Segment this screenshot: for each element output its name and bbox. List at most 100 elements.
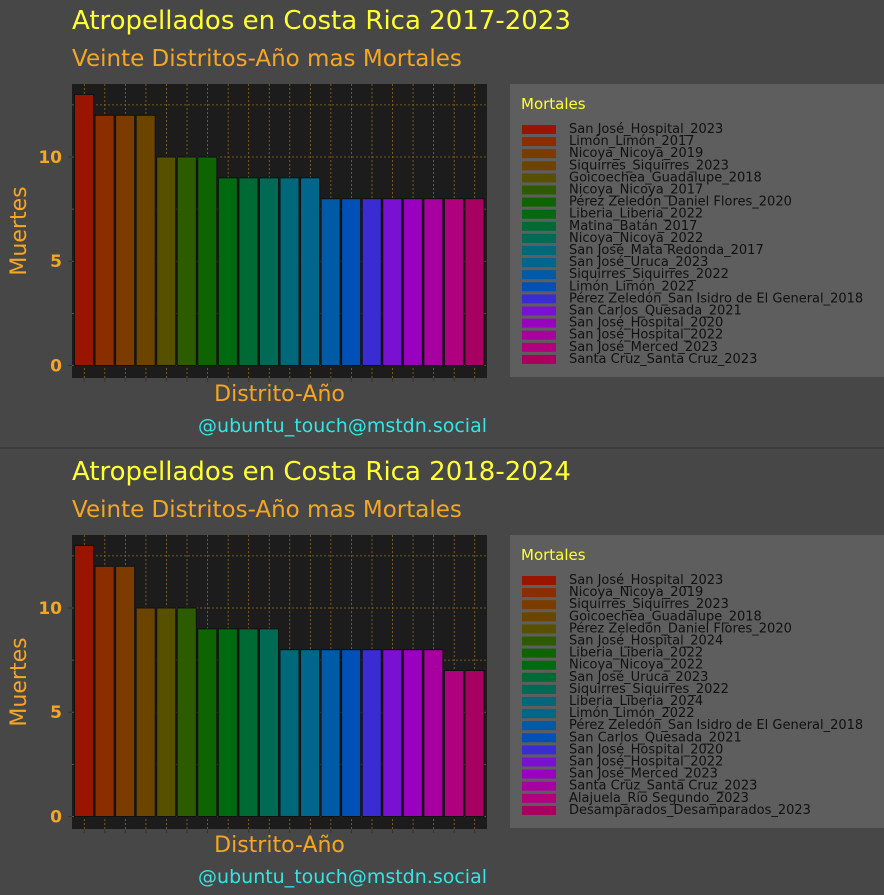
legend-label: Liberia_Liberia_2022 bbox=[569, 646, 703, 661]
legend-label: San José_Hospital_2024 bbox=[569, 634, 723, 649]
bar[interactable]: Matina_Batán_2017: 9 bbox=[238, 177, 259, 366]
bar[interactable]: San José_Uruca_2023: 9 bbox=[300, 177, 321, 366]
legend-swatch bbox=[522, 721, 556, 731]
legend-swatch bbox=[522, 793, 556, 803]
bar[interactable]: San José_Hospital_2020: 8 bbox=[361, 649, 382, 817]
bar[interactable]: San José_Uruca_2023: 9 bbox=[238, 628, 259, 817]
bars: San José_Hospital_2023: 13Nicoya_Nicoya_… bbox=[74, 544, 485, 817]
legend-label: San José_Hospital_2022 bbox=[569, 328, 723, 343]
bar[interactable]: Nicoya_Nicoya_2022: 9 bbox=[217, 628, 238, 817]
bar[interactable]: San José_Hospital_2024: 10 bbox=[176, 607, 197, 817]
legend-swatch bbox=[522, 354, 556, 364]
bar[interactable]: San José_Merced_2023: 8 bbox=[443, 198, 464, 366]
chart-title: Atropellados en Costa Rica 2018-2024 bbox=[72, 457, 571, 487]
legend-label: San Carlos_Quesada_2021 bbox=[569, 304, 742, 319]
bar[interactable]: Pérez Zeledón_Daniel Flores_2020: 10 bbox=[197, 156, 218, 366]
bar[interactable]: Pérez Zeledón_San Isidro de El General_2… bbox=[361, 198, 382, 366]
credit-link[interactable]: @ubuntu_touch@mstdn.social bbox=[198, 866, 487, 888]
legend: San José_Hospital_2023Nicoya_Nicoya_2019… bbox=[522, 573, 863, 818]
legend-label: Liberia_Liberia_2024 bbox=[569, 694, 703, 709]
legend-swatch bbox=[522, 672, 556, 682]
legend-label: Nicoya_Nicoya_2022 bbox=[569, 231, 703, 246]
chart-panel-1: Atropellados en Costa Rica 2017-2023 Vei… bbox=[0, 0, 884, 447]
bar[interactable]: San José_Hospital_2020: 8 bbox=[402, 198, 423, 366]
legend-label: Limón_Limón_2022 bbox=[569, 279, 695, 294]
legend-box bbox=[510, 535, 884, 828]
legend-swatch bbox=[522, 636, 556, 646]
bar[interactable]: Siquirres_Siquirres_2022: 8 bbox=[320, 198, 341, 366]
bar[interactable]: San José_Merced_2023: 8 bbox=[402, 649, 423, 817]
legend-label: Pérez Zeledón_San Isidro de El General_2… bbox=[569, 718, 863, 733]
bar[interactable]: Siquirres_Siquirres_2023: 12 bbox=[135, 114, 156, 366]
y-axis: 0 5 10 bbox=[38, 599, 72, 827]
legend-swatch bbox=[522, 149, 556, 159]
bar[interactable]: Santa Cruz_Santa Cruz_2023: 8 bbox=[464, 198, 485, 366]
bar[interactable]: Goicoechea_Guadalupe_2018: 10 bbox=[156, 156, 177, 366]
bar[interactable]: Nicoya_Nicoya_2017: 10 bbox=[176, 156, 197, 366]
bar[interactable]: Pérez Zeledón_San Isidro de El General_2… bbox=[320, 649, 341, 817]
legend-swatch bbox=[522, 282, 556, 292]
legend-swatch bbox=[522, 246, 556, 255]
bar[interactable]: Siquirres_Siquirres_2023: 12 bbox=[115, 565, 136, 817]
legend-swatch bbox=[522, 600, 556, 610]
y-axis: 0 5 10 bbox=[38, 148, 72, 376]
legend-swatch bbox=[522, 197, 556, 207]
bar[interactable]: Nicoya_Nicoya_2022: 9 bbox=[258, 177, 280, 366]
bar[interactable]: Nicoya_Nicoya_2019: 12 bbox=[94, 565, 115, 817]
bar[interactable]: San José_Hospital_2022: 8 bbox=[423, 198, 444, 366]
legend-swatch bbox=[522, 125, 556, 134]
bar[interactable]: San José_Hospital_2023: 13 bbox=[74, 544, 95, 817]
legend-swatch bbox=[522, 684, 556, 694]
bar[interactable]: Pérez Zeledón_Daniel Flores_2020: 10 bbox=[156, 607, 177, 817]
legend-label: Siquirres_Siquirres_2023 bbox=[569, 597, 729, 612]
chart-subtitle: Veinte Distritos-Año mas Mortales bbox=[72, 46, 462, 72]
legend-label: San José_Hospital_2020 bbox=[569, 316, 723, 331]
bar[interactable]: Limón_Limón_2022: 8 bbox=[300, 649, 321, 817]
legend-title: Mortales bbox=[521, 95, 586, 113]
legend-label: Nicoya_Nicoya_2019 bbox=[569, 585, 703, 600]
legend-label: Santa Cruz_Santa Cruz_2023 bbox=[569, 779, 757, 794]
legend-label: Liberia_Liberia_2022 bbox=[569, 207, 703, 222]
bar[interactable]: Alajuela_Río Segundo_2023: 7 bbox=[443, 670, 464, 817]
bar[interactable]: Nicoya_Nicoya_2019: 12 bbox=[115, 114, 136, 366]
bar[interactable]: Limón_Limón_2017: 12 bbox=[94, 114, 115, 366]
bar[interactable]: Goicoechea_Guadalupe_2018: 10 bbox=[135, 607, 156, 817]
legend-label: Nicoya_Nicoya_2019 bbox=[569, 146, 703, 161]
legend-swatch bbox=[522, 294, 556, 304]
legend-label: San José_Hospital_2023 bbox=[569, 573, 723, 588]
bars: San José_Hospital_2023: 13Limón_Limón_20… bbox=[74, 93, 485, 366]
bar[interactable]: Liberia_Liberia_2024: 8 bbox=[279, 649, 300, 817]
legend-box bbox=[510, 84, 884, 377]
bar[interactable]: San José_Mata Redonda_2017: 9 bbox=[279, 177, 300, 366]
bar[interactable]: Siquirres_Siquirres_2022: 9 bbox=[258, 628, 280, 817]
bar[interactable]: San José_Hospital_2023: 13 bbox=[74, 93, 95, 366]
legend-swatch bbox=[522, 624, 556, 634]
legend-label: Pérez Zeledón_San Isidro de El General_2… bbox=[569, 291, 863, 306]
legend-label: San José_Hospital_2022 bbox=[569, 755, 723, 770]
legend-label: Pérez Zeledón_Daniel Flores_2020 bbox=[569, 621, 792, 636]
legend-swatch bbox=[522, 233, 556, 243]
legend-swatch bbox=[522, 745, 556, 755]
legend-label: Limón_Limón_2017 bbox=[569, 134, 695, 149]
bar[interactable]: Desamparados_Desamparados_2023: 7 bbox=[464, 670, 485, 817]
chart-2: Atropellados en Costa Rica 2018-2024 Vei… bbox=[7, 457, 884, 888]
bar[interactable]: San Carlos_Quesada_2021: 8 bbox=[382, 198, 403, 366]
legend-label: San Carlos_Quesada_2021 bbox=[569, 730, 742, 745]
legend-swatch bbox=[522, 173, 556, 183]
bar[interactable]: San Carlos_Quesada_2021: 8 bbox=[341, 649, 362, 817]
bar[interactable]: Limón_Limón_2022: 8 bbox=[341, 198, 362, 366]
bar[interactable]: Liberia_Liberia_2022: 9 bbox=[197, 628, 218, 817]
chart-subtitle: Veinte Distritos-Año mas Mortales bbox=[72, 497, 462, 523]
legend-swatch bbox=[522, 805, 556, 815]
legend-swatch bbox=[522, 330, 556, 340]
bar[interactable]: Santa Cruz_Santa Cruz_2023: 8 bbox=[423, 649, 444, 817]
bar[interactable]: San José_Hospital_2022: 8 bbox=[382, 649, 403, 817]
x-axis-title: Distrito-Año bbox=[214, 382, 345, 407]
legend: San José_Hospital_2023Limón_Limón_2017Ni… bbox=[522, 122, 863, 367]
y-tick-label: 0 bbox=[50, 807, 62, 827]
credit-link[interactable]: @ubuntu_touch@mstdn.social bbox=[198, 415, 487, 437]
legend-label: San José_Merced_2023 bbox=[569, 340, 718, 355]
legend-swatch bbox=[522, 757, 556, 767]
x-axis-title: Distrito-Año bbox=[214, 833, 345, 858]
bar[interactable]: Liberia_Liberia_2022: 9 bbox=[217, 177, 238, 366]
